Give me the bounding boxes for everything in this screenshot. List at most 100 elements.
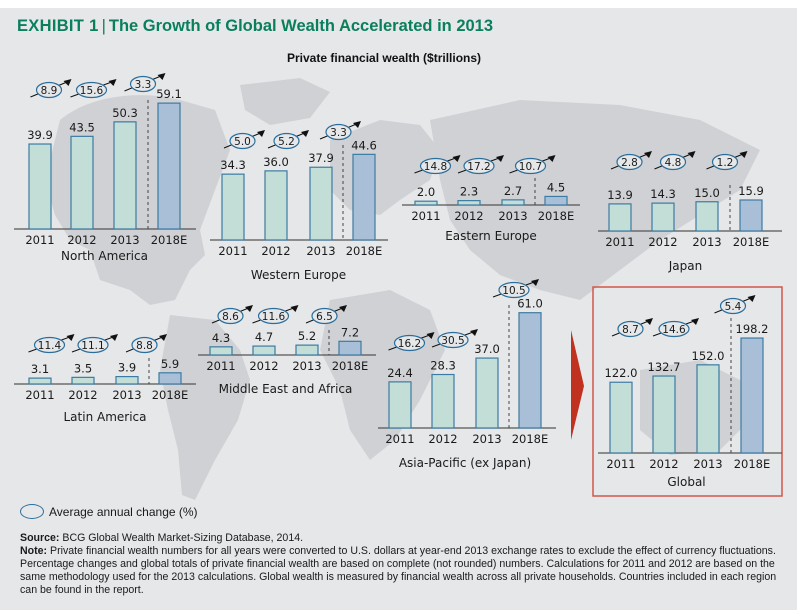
value-label: 2.7	[504, 184, 522, 198]
change-value: 11.6	[262, 311, 286, 323]
source-line: Source: BCG Global Wealth Market-Sizing …	[20, 532, 790, 545]
arrow-head-icon	[470, 329, 478, 336]
change-value: 3.3	[135, 79, 152, 91]
change-bubble: 8.6	[211, 305, 253, 325]
value-label: 15.9	[738, 184, 764, 198]
exhibit-number: EXHIBIT 1	[17, 17, 99, 35]
change-oval	[229, 132, 256, 150]
arrow-head-icon	[108, 79, 117, 86]
value-label: 7.2	[341, 325, 359, 339]
value-label: 13.9	[607, 188, 633, 202]
category-label: 2011	[25, 233, 54, 247]
note-text: Private financial wealth numbers for all…	[20, 545, 777, 596]
bar-2013	[115, 375, 139, 385]
global-highlight-frame	[592, 286, 783, 497]
arrow-head-icon	[739, 151, 748, 158]
change-bubble: 11.6	[252, 305, 299, 325]
value-label: 61.0	[517, 297, 543, 311]
change-oval	[311, 307, 338, 325]
category-label: 2012	[67, 233, 96, 247]
category-label: 2011	[411, 209, 440, 223]
change-bubble: 14.8	[414, 155, 461, 175]
change-bubble: 30.5	[431, 329, 478, 349]
change-value: 5.2	[278, 136, 295, 148]
arrow-head-icon	[245, 305, 253, 312]
value-label: 37.0	[474, 342, 500, 356]
bar-2012	[264, 170, 288, 241]
change-oval	[463, 157, 495, 175]
region-chart-western-europe: 34.3 2011 36.0 2012 37.9 2013 44.6 2018EWestern…	[210, 121, 388, 282]
category-label: 2013	[306, 244, 335, 258]
change-oval	[35, 81, 63, 99]
change-oval	[437, 331, 469, 349]
arrow-head-icon	[353, 121, 361, 128]
category-label: 2013	[693, 457, 722, 471]
change-bubble: 10.5	[492, 279, 539, 299]
category-label: 2011	[206, 359, 235, 373]
value-label: 34.3	[220, 158, 246, 172]
value-label: 15.0	[694, 186, 720, 200]
arrow-head-icon	[747, 295, 756, 302]
legend-oval-icon	[20, 504, 44, 519]
value-label: 3.1	[31, 362, 49, 376]
arrow-head-icon	[547, 155, 556, 162]
bar-2013	[309, 166, 333, 241]
change-value: 8.7	[622, 324, 639, 336]
change-value: 10.5	[502, 285, 525, 297]
title-separator: |	[101, 17, 106, 35]
legend-label: Average annual change (%)	[49, 504, 198, 519]
change-value: 10.7	[519, 161, 542, 173]
bar-2018E	[352, 153, 376, 241]
region-label: Asia-Pacific (ex Japan)	[399, 456, 531, 470]
change-value: 14.6	[662, 324, 686, 336]
value-label: 3.9	[118, 361, 136, 375]
change-oval	[419, 157, 452, 175]
bar-2018E	[740, 337, 764, 454]
region-label: Global	[667, 475, 705, 489]
value-label: 132.7	[648, 360, 681, 374]
region-label: Eastern Europe	[445, 229, 537, 243]
arrow-head-icon	[63, 79, 72, 86]
arrow-head-icon	[257, 130, 265, 137]
change-value: 16.2	[398, 338, 421, 350]
change-oval	[129, 75, 157, 93]
value-label: 28.3	[430, 359, 456, 373]
bar-2013	[501, 199, 525, 206]
category-label: 2011	[385, 432, 414, 446]
category-label: 2018E	[512, 432, 549, 446]
change-oval	[33, 336, 66, 354]
bar-2011	[28, 377, 52, 385]
change-oval	[616, 153, 643, 171]
change-bubble: 3.3	[124, 73, 166, 93]
value-label: 59.1	[156, 87, 182, 101]
bar-2011	[209, 346, 233, 356]
category-label: 2012	[648, 235, 677, 249]
value-label: 43.5	[69, 120, 95, 134]
legend: Average annual change (%)	[20, 504, 198, 519]
arrow-head-icon	[644, 151, 652, 158]
change-bubble: 4.8	[654, 151, 696, 171]
value-label: 5.2	[298, 329, 316, 343]
change-bubble: 11.1	[71, 334, 118, 354]
value-label: 3.5	[74, 361, 92, 375]
bar-2012	[252, 345, 276, 356]
region-label: Middle East and Africa	[219, 382, 353, 396]
arrow-head-icon	[157, 73, 166, 80]
category-label: 2018E	[733, 235, 770, 249]
change-bubble: 10.7	[509, 155, 556, 175]
bar-2018E	[158, 372, 182, 385]
bar-2013	[696, 364, 720, 454]
bar-2011	[608, 203, 632, 232]
note-label: Note:	[20, 545, 48, 557]
bar-2011	[609, 381, 633, 454]
change-value: 1.2	[717, 157, 734, 169]
change-bubble: 3.3	[319, 121, 361, 141]
arrow-head-icon	[531, 279, 539, 286]
footnotes: Source: BCG Global Wealth Market-Sizing …	[20, 532, 790, 597]
category-label: 2013	[292, 359, 321, 373]
change-bubble: 15.6	[70, 79, 117, 99]
change-value: 8.8	[136, 340, 153, 352]
change-oval	[659, 153, 687, 171]
category-label: 2013	[692, 235, 721, 249]
